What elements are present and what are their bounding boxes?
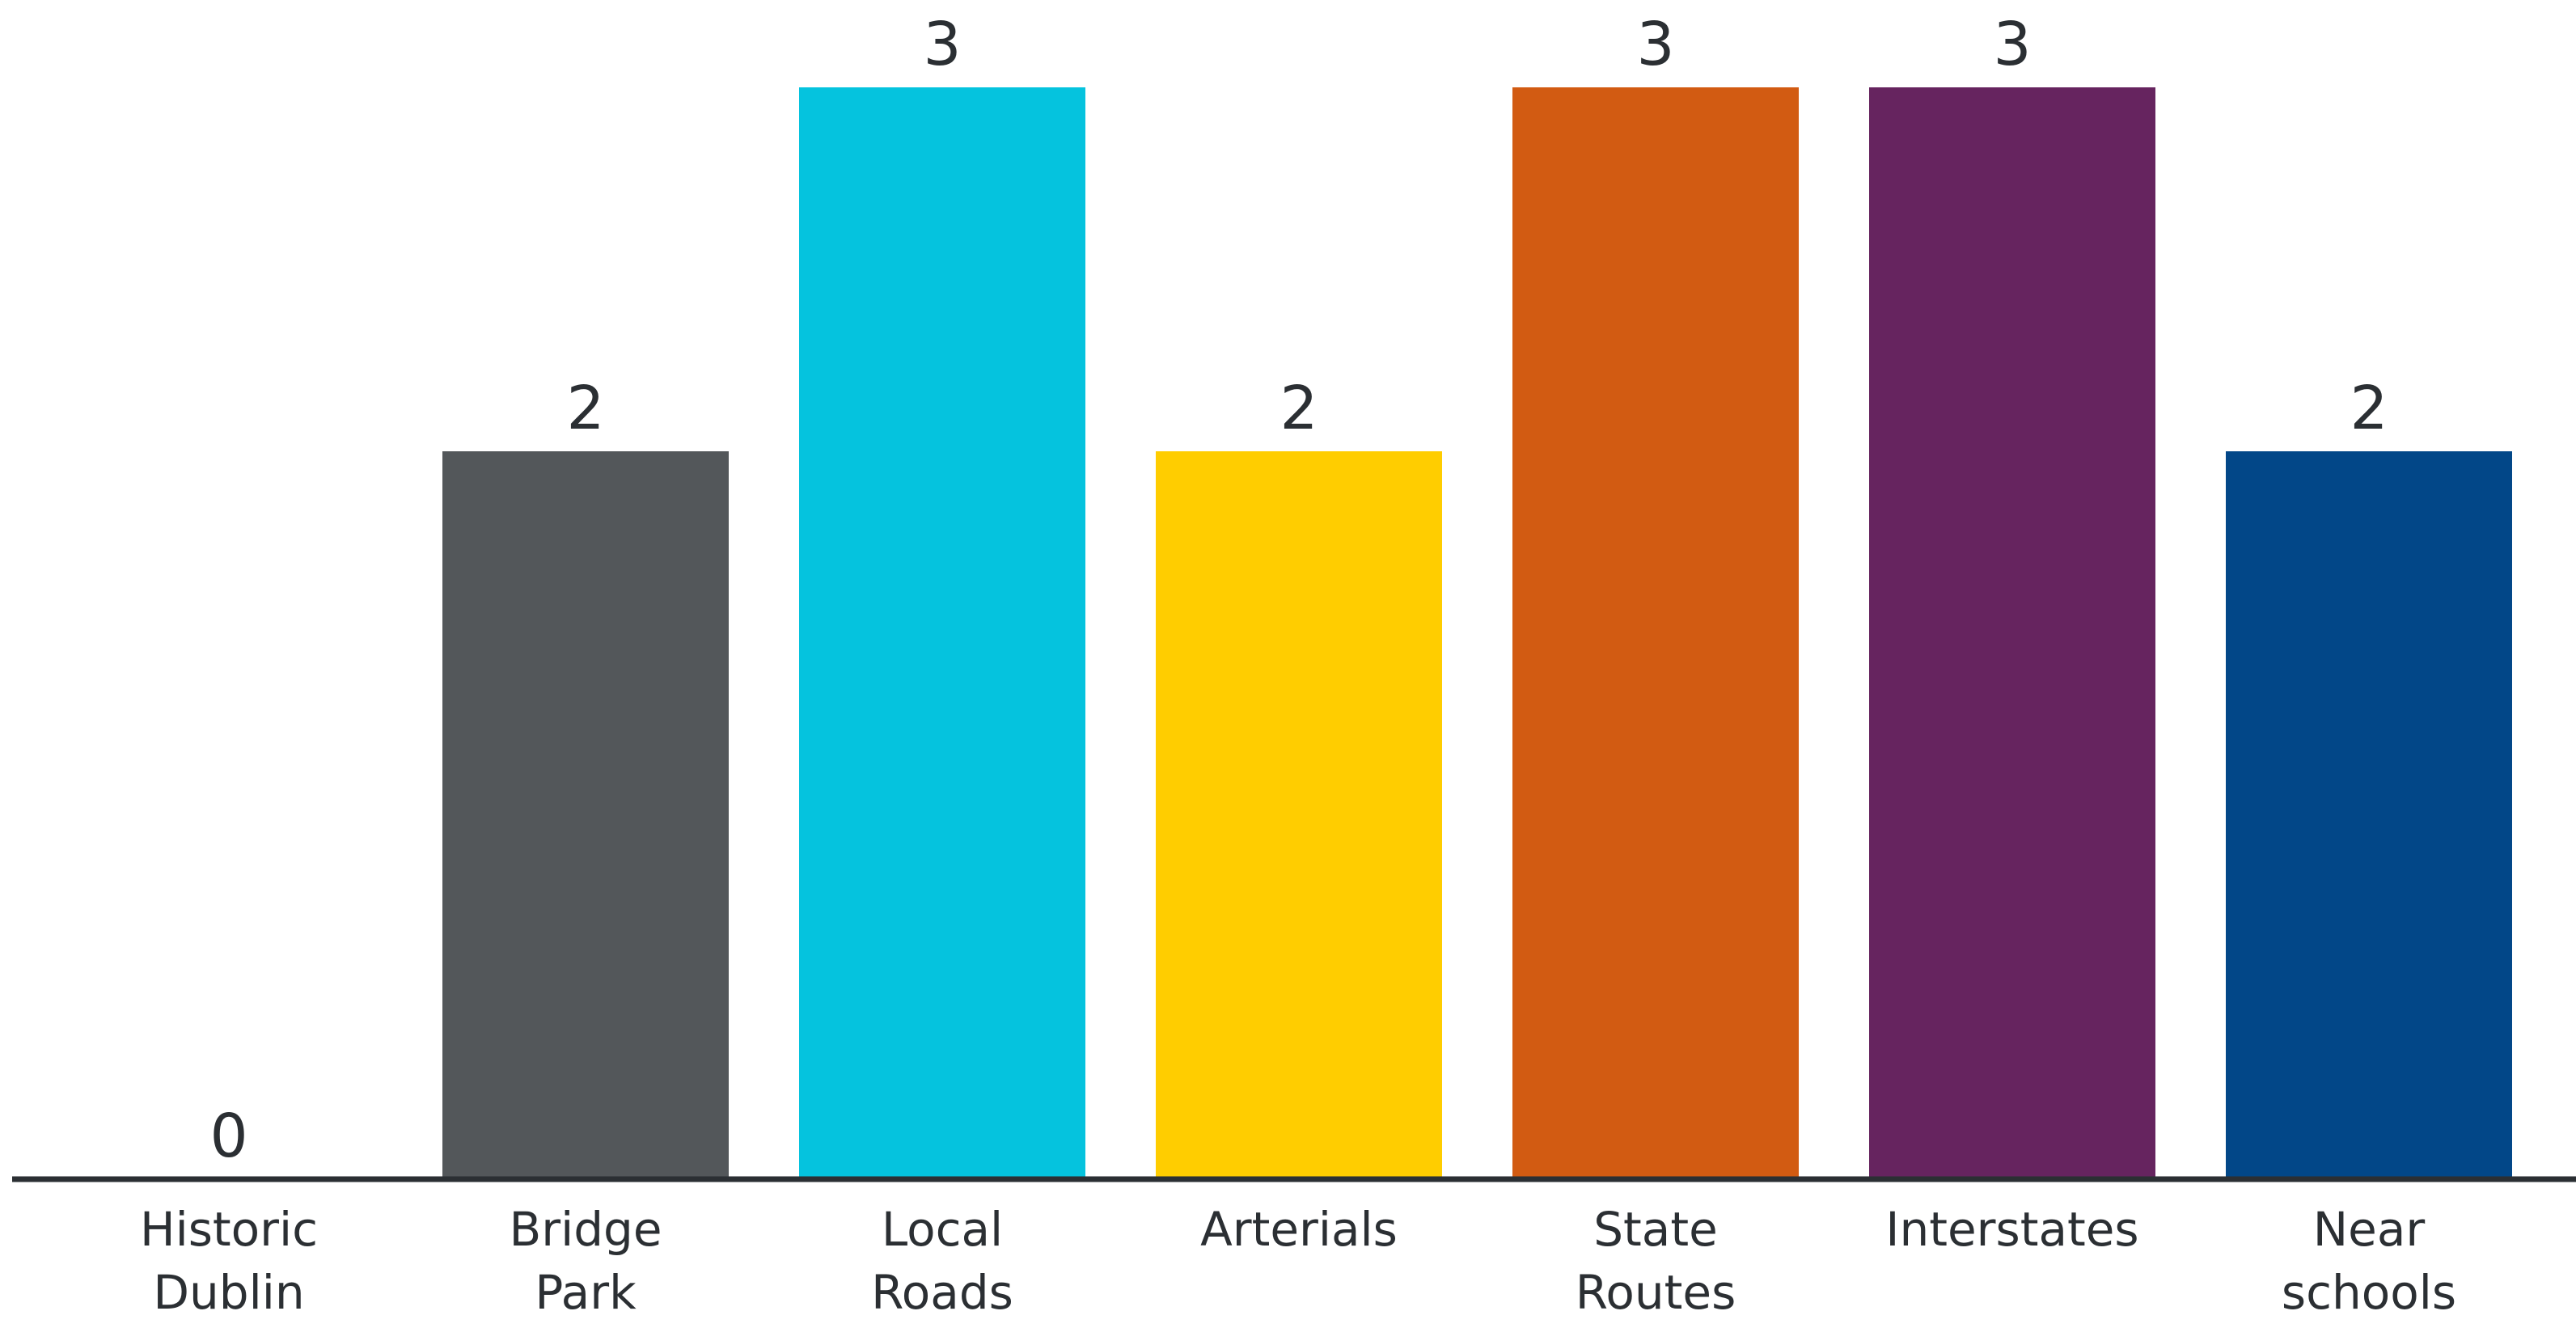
x-tick-label: Local Roads [871, 1202, 1013, 1320]
x-tick-label: State Routes [1576, 1202, 1736, 1320]
data-label: 2 [1280, 374, 1318, 443]
x-tick-label: Bridge Park [509, 1202, 662, 1320]
bar [799, 87, 1085, 1179]
data-label: 2 [2350, 374, 2388, 443]
bar [1156, 451, 1442, 1179]
data-label: 2 [566, 374, 604, 443]
data-label: 3 [1993, 10, 2031, 79]
bar [1512, 87, 1799, 1179]
data-label: 0 [209, 1102, 247, 1171]
x-tick-label: Arterials [1200, 1202, 1398, 1257]
bar [442, 451, 729, 1179]
x-tick-label: Near schools [2282, 1202, 2456, 1320]
data-label: 3 [1636, 10, 1674, 79]
x-tick-label: Interstates [1885, 1202, 2138, 1257]
x-tick-label: Historic Dublin [140, 1202, 318, 1320]
data-label: 3 [923, 10, 961, 79]
bar [1869, 87, 2155, 1179]
bar [2226, 451, 2512, 1179]
